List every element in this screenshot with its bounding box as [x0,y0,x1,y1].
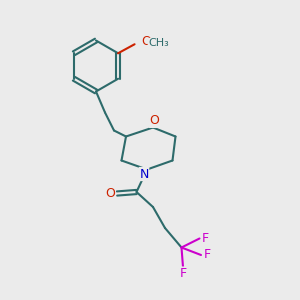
Text: O: O [141,35,151,48]
Text: N: N [139,167,149,181]
Text: F: F [202,232,209,245]
Text: O: O [150,114,159,128]
Text: CH₃: CH₃ [148,38,169,48]
Text: O: O [106,187,115,200]
Text: F: F [203,248,211,262]
Text: F: F [179,267,187,280]
